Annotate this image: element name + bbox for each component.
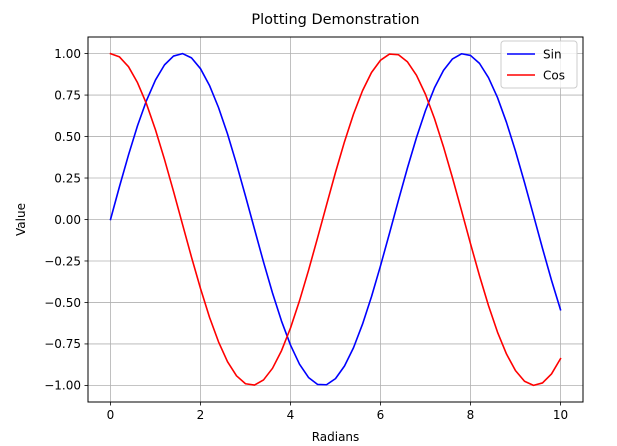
y-tick-label: 0.25 xyxy=(54,171,81,185)
series-line-sin xyxy=(109,52,562,386)
series-line-cos xyxy=(109,52,562,387)
legend-label-sin: Sin xyxy=(543,47,562,61)
x-tick-label: 6 xyxy=(377,408,385,422)
x-tick-label: 4 xyxy=(287,408,295,422)
x-tick-label: 2 xyxy=(197,408,205,422)
legend-box xyxy=(500,40,578,89)
x-axis-label: Radians xyxy=(312,430,360,444)
y-tick-label: −1.00 xyxy=(44,379,81,393)
x-tick-label: 0 xyxy=(107,408,115,422)
chart-title: Plotting Demonstration xyxy=(251,12,419,28)
y-tick-label: 0.00 xyxy=(54,213,81,227)
x-tick-label: 10 xyxy=(553,408,568,422)
legend-label-cos: Cos xyxy=(543,68,565,82)
y-tick-label: −0.25 xyxy=(44,254,81,268)
y-tick-label: −0.75 xyxy=(44,337,81,351)
grid-layer xyxy=(88,37,583,402)
y-axis-label: Value xyxy=(14,203,28,236)
series-layer xyxy=(109,52,562,387)
y-tick-label: 0.75 xyxy=(54,88,81,102)
x-tick-label: 8 xyxy=(467,408,475,422)
y-tick-label: −0.50 xyxy=(44,296,81,310)
legend: Sin Cos xyxy=(500,40,578,89)
ticks-layer: 0 2 4 6 8 10 −1.00 −0.75 −0.50 −0.25 0.00 0.25 0.50 0… xyxy=(44,47,568,422)
y-tick-label: 0.50 xyxy=(54,130,81,144)
y-tick-label: 1.00 xyxy=(54,47,81,61)
